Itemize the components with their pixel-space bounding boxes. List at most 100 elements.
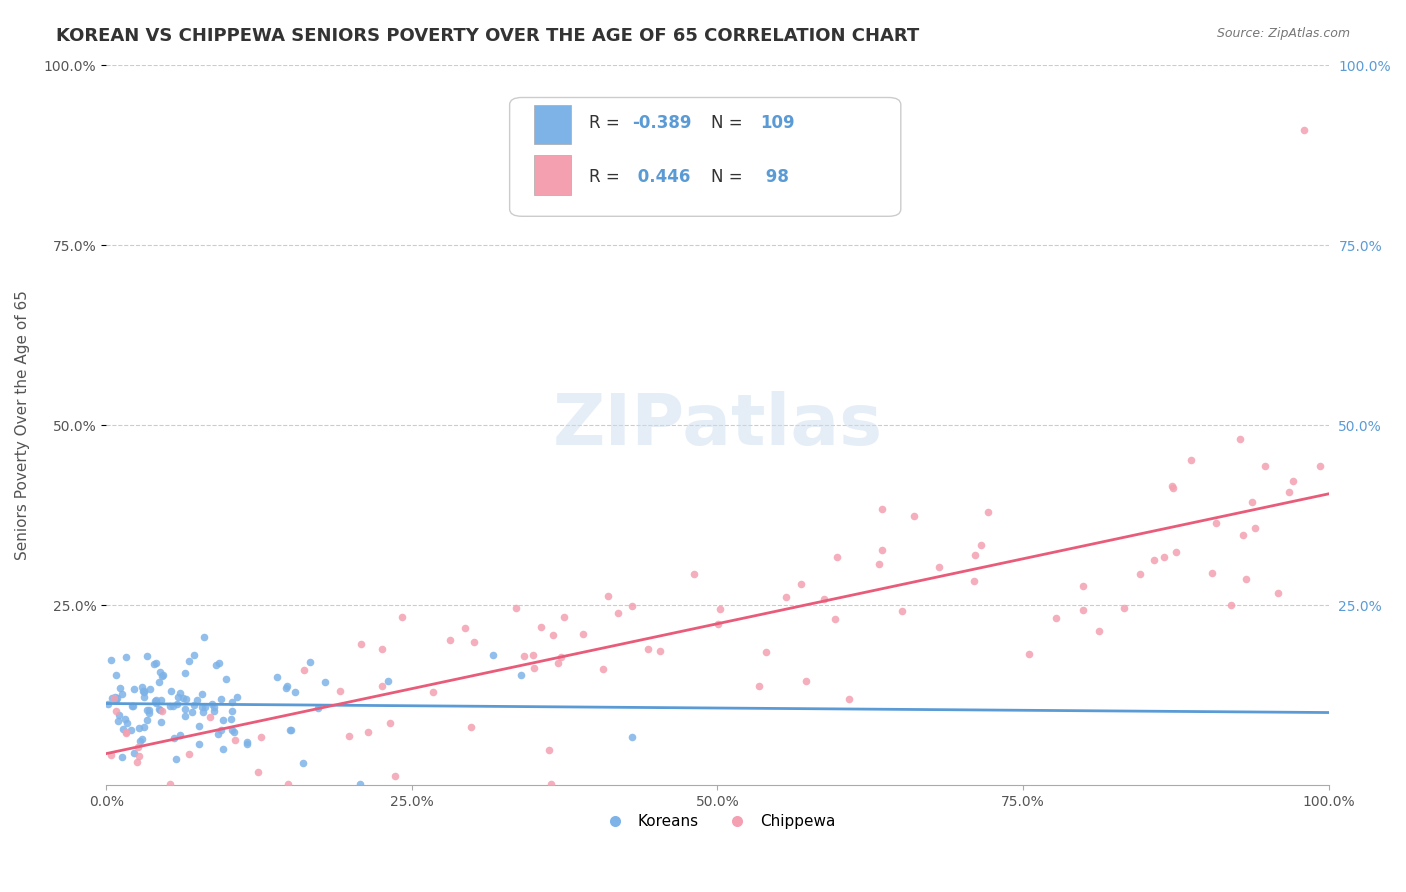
Point xyxy=(100,747,122,762)
FancyBboxPatch shape xyxy=(534,155,571,194)
Point xyxy=(132,720,155,734)
Point xyxy=(1045,611,1067,625)
Point xyxy=(371,679,394,693)
Point xyxy=(108,681,131,696)
Point xyxy=(101,690,124,705)
Point xyxy=(276,679,298,693)
Point xyxy=(1071,579,1094,593)
Text: 0.446: 0.446 xyxy=(631,168,690,186)
Point xyxy=(357,725,380,739)
Point xyxy=(149,714,172,729)
Point xyxy=(453,621,475,635)
Point xyxy=(211,741,233,756)
Point xyxy=(204,704,226,718)
Text: N =: N = xyxy=(711,168,748,186)
Point xyxy=(159,698,181,713)
Point xyxy=(97,697,120,711)
Point xyxy=(138,703,160,717)
Point xyxy=(1201,566,1223,581)
Point xyxy=(277,777,299,791)
Point xyxy=(794,673,817,688)
Point xyxy=(522,661,544,675)
Point xyxy=(1244,521,1267,535)
Point xyxy=(683,566,706,581)
Point xyxy=(337,729,360,743)
Point xyxy=(246,764,269,779)
Point xyxy=(1087,624,1109,638)
Point xyxy=(1241,495,1264,509)
Point xyxy=(838,692,860,706)
Point xyxy=(1205,516,1227,530)
Text: KOREAN VS CHIPPEWA SENIORS POVERTY OVER THE AGE OF 65 CORRELATION CHART: KOREAN VS CHIPPEWA SENIORS POVERTY OVER … xyxy=(56,27,920,45)
Point xyxy=(547,657,569,671)
Point xyxy=(124,746,146,760)
Point xyxy=(131,681,153,695)
Point xyxy=(292,663,315,677)
Point xyxy=(266,670,288,684)
Point xyxy=(1114,601,1136,615)
Point xyxy=(149,703,172,717)
Point xyxy=(127,755,149,769)
Point xyxy=(1164,545,1187,559)
Point xyxy=(1229,433,1251,447)
Legend: Koreans, Chippewa: Koreans, Chippewa xyxy=(593,808,841,835)
Point xyxy=(143,657,166,672)
Point xyxy=(169,685,191,699)
Point xyxy=(540,777,562,791)
Point xyxy=(104,704,127,718)
Point xyxy=(538,743,561,757)
Point xyxy=(371,641,394,656)
Point xyxy=(221,705,243,719)
Point xyxy=(188,719,211,733)
Point xyxy=(145,656,167,670)
Point xyxy=(1294,123,1316,137)
Point xyxy=(775,591,797,605)
Point xyxy=(108,707,131,722)
Point xyxy=(191,705,214,719)
Point xyxy=(868,558,890,572)
Point xyxy=(928,560,950,574)
Point xyxy=(187,737,209,751)
Point xyxy=(209,692,232,706)
Point xyxy=(150,692,173,706)
Point xyxy=(870,543,893,558)
Point xyxy=(136,649,159,664)
Point xyxy=(100,653,122,667)
Point xyxy=(105,691,128,706)
Point xyxy=(1161,481,1184,495)
Text: R =: R = xyxy=(589,113,626,132)
Point xyxy=(127,739,149,754)
Point xyxy=(183,698,205,712)
Point xyxy=(174,702,197,716)
Point xyxy=(298,655,321,669)
Point xyxy=(226,690,249,704)
Point xyxy=(149,665,172,680)
Point xyxy=(221,695,243,709)
Text: ZIPatlas: ZIPatlas xyxy=(553,391,883,459)
Point xyxy=(105,693,128,707)
Point xyxy=(131,731,153,746)
Point xyxy=(377,674,399,689)
Point xyxy=(1234,572,1257,586)
Point xyxy=(201,697,224,711)
Point xyxy=(179,654,201,668)
Point xyxy=(620,599,643,613)
Point xyxy=(890,604,912,618)
Point xyxy=(148,675,170,690)
Point xyxy=(222,724,245,739)
Point xyxy=(824,611,846,625)
Point xyxy=(224,733,246,747)
Point xyxy=(165,752,187,766)
Point xyxy=(439,633,461,648)
Point xyxy=(143,694,166,708)
Point xyxy=(145,696,167,710)
Point xyxy=(1018,647,1040,661)
Text: Source: ZipAtlas.com: Source: ZipAtlas.com xyxy=(1216,27,1350,40)
Point xyxy=(1220,599,1243,613)
Point xyxy=(150,704,173,718)
Point xyxy=(169,728,191,742)
Point xyxy=(103,691,125,706)
Point xyxy=(221,723,243,738)
Point xyxy=(748,679,770,693)
Point xyxy=(150,669,173,683)
